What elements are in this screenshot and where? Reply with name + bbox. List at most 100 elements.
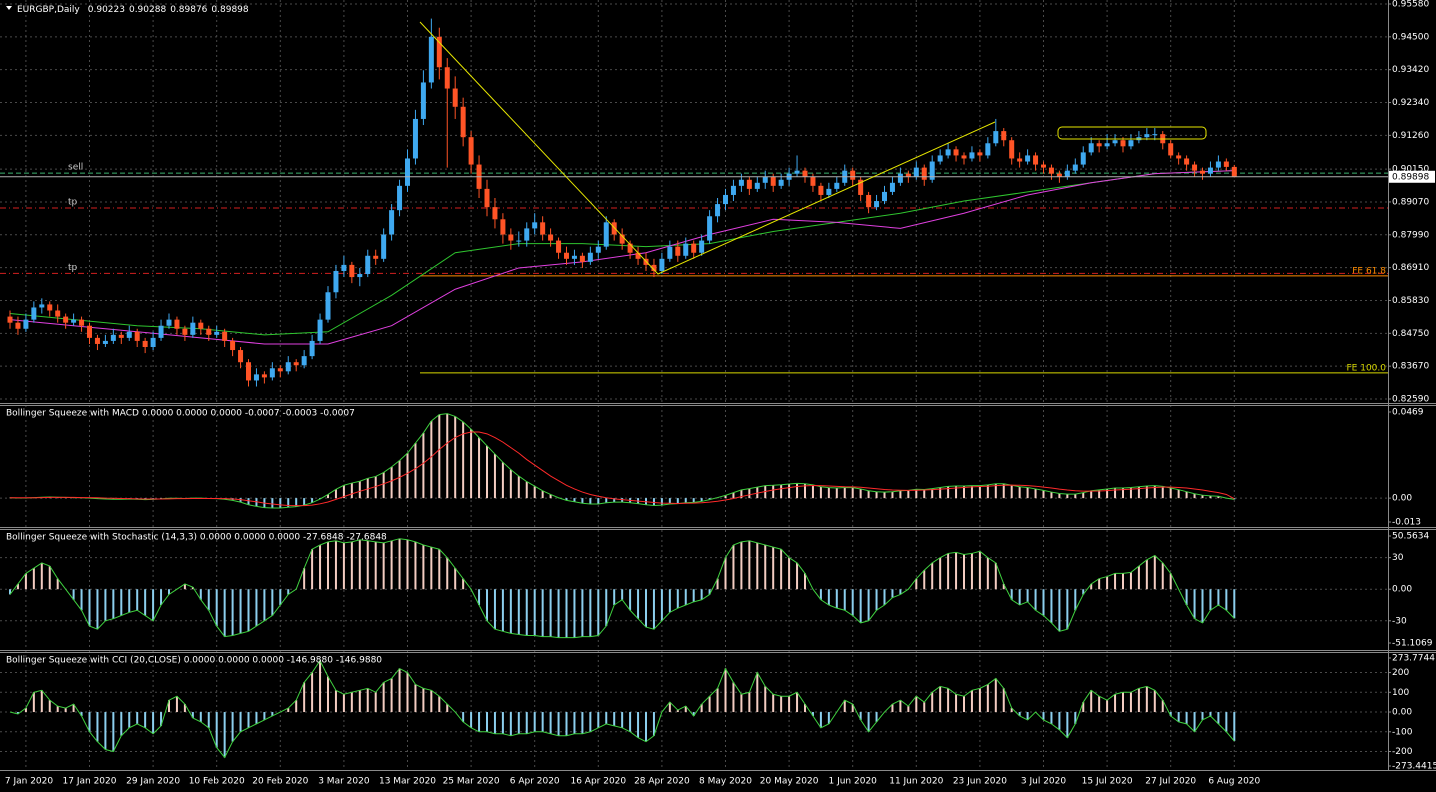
histogram-bar bbox=[509, 712, 512, 736]
histogram-bar bbox=[295, 498, 298, 507]
histogram-bar bbox=[207, 589, 210, 611]
histogram-bar bbox=[215, 712, 218, 748]
candle-body bbox=[1080, 152, 1086, 165]
histogram-bar bbox=[915, 578, 918, 590]
histogram-bar bbox=[557, 589, 560, 638]
histogram-bar bbox=[1129, 692, 1132, 713]
candle-body bbox=[1200, 170, 1205, 174]
candle-body bbox=[866, 194, 872, 208]
price-tag bbox=[1389, 170, 1435, 183]
candle-body bbox=[937, 155, 943, 162]
histogram-bar bbox=[1233, 589, 1236, 619]
histogram-bar bbox=[422, 432, 425, 499]
histogram-bar bbox=[645, 589, 647, 628]
level-label: FE 100.0 bbox=[1347, 363, 1387, 373]
candle-body bbox=[595, 246, 601, 253]
candle-body bbox=[87, 325, 92, 338]
candle-body bbox=[325, 292, 331, 320]
histogram-bar bbox=[875, 712, 878, 722]
candle-body bbox=[301, 356, 307, 366]
histogram-bar bbox=[112, 712, 115, 752]
candle-body bbox=[603, 222, 609, 247]
histogram-bar bbox=[446, 557, 449, 590]
histogram-bar bbox=[525, 712, 528, 734]
candle-body bbox=[261, 374, 267, 378]
candle-body bbox=[1128, 140, 1134, 147]
candle-body bbox=[635, 252, 641, 259]
histogram-bar bbox=[915, 696, 918, 713]
candle-body bbox=[365, 255, 371, 275]
histogram-bar bbox=[1201, 712, 1204, 720]
histogram-bar bbox=[899, 700, 902, 713]
histogram-bar bbox=[327, 676, 329, 713]
candle-body bbox=[1223, 161, 1229, 167]
histogram-bar bbox=[931, 488, 934, 499]
histogram-bar bbox=[191, 712, 194, 718]
histogram-bar bbox=[756, 487, 759, 499]
level-label: sell bbox=[68, 163, 83, 173]
histogram-bar bbox=[613, 589, 616, 606]
histogram-bar bbox=[493, 454, 496, 499]
histogram-bar bbox=[1050, 589, 1053, 623]
level-label: tp bbox=[68, 198, 78, 208]
histogram-bar bbox=[96, 712, 99, 742]
histogram-bar bbox=[144, 712, 147, 728]
collapse-icon[interactable] bbox=[6, 6, 12, 10]
histogram-bar bbox=[1026, 589, 1029, 602]
histogram-bar bbox=[764, 545, 767, 590]
histogram-bar bbox=[986, 484, 989, 499]
candle-body bbox=[269, 368, 275, 378]
histogram-bar bbox=[605, 498, 608, 503]
candle-body bbox=[1072, 164, 1078, 171]
histogram-bar bbox=[1217, 589, 1220, 606]
histogram-bar bbox=[1082, 702, 1085, 713]
candle-body bbox=[738, 179, 744, 186]
histogram-bar bbox=[541, 712, 544, 732]
histogram-bar bbox=[835, 488, 838, 499]
candle-body bbox=[341, 264, 347, 271]
histogram-bar bbox=[780, 696, 783, 713]
candle-body bbox=[532, 222, 538, 229]
histogram-bar bbox=[1106, 700, 1109, 713]
candle-body bbox=[47, 304, 53, 311]
candle-body bbox=[715, 204, 721, 217]
candle-body bbox=[277, 368, 283, 372]
histogram-bar bbox=[605, 712, 608, 724]
histogram-bar bbox=[168, 700, 170, 713]
candle-body bbox=[31, 307, 37, 320]
histogram-bar bbox=[48, 566, 51, 590]
candle-body bbox=[770, 176, 776, 186]
histogram-bar bbox=[271, 589, 274, 616]
x-tick-label: 29 Jan 2020 bbox=[126, 777, 180, 787]
histogram-bar bbox=[970, 553, 973, 590]
indicator-line bbox=[9, 538, 1235, 639]
histogram-bar bbox=[1066, 494, 1069, 499]
histogram-bar bbox=[501, 589, 504, 632]
histogram-bar bbox=[1185, 491, 1188, 499]
histogram-bar bbox=[1074, 712, 1077, 724]
candle-body bbox=[516, 240, 522, 242]
histogram-bar bbox=[1153, 555, 1156, 590]
histogram-bar bbox=[978, 551, 981, 590]
histogram-bar bbox=[1201, 495, 1204, 499]
histogram-bar bbox=[708, 589, 711, 595]
level-label: FE 61.8 bbox=[1352, 266, 1386, 276]
histogram-bar bbox=[565, 498, 568, 501]
histogram-bar bbox=[64, 708, 67, 713]
histogram-bar bbox=[517, 589, 520, 635]
candle-body bbox=[667, 246, 673, 259]
histogram-bar bbox=[390, 678, 393, 713]
histogram-bar bbox=[1034, 589, 1037, 611]
histogram-bar bbox=[605, 589, 608, 627]
histogram-bar bbox=[1137, 486, 1140, 499]
x-tick-label: 7 Jan 2020 bbox=[5, 777, 53, 787]
histogram-bar bbox=[549, 494, 552, 499]
histogram-bar bbox=[112, 589, 115, 619]
histogram-bar bbox=[1185, 589, 1188, 606]
histogram-bar bbox=[597, 589, 600, 636]
histogram-bar bbox=[1082, 589, 1085, 595]
candle-body bbox=[730, 185, 736, 195]
histogram-bar bbox=[342, 542, 345, 590]
histogram-bar bbox=[191, 587, 194, 590]
x-tick-label: 1 Jun 2020 bbox=[828, 777, 877, 787]
